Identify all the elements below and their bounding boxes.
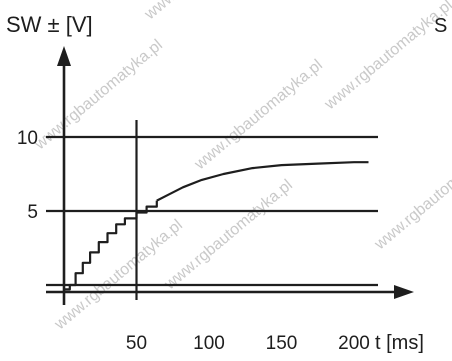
x-axis-label: t [ms] [375,332,424,354]
y-tick-label: 5 [27,202,38,223]
series-layer [64,161,369,291]
watermark-text: www.rgbautomatyka.pl [161,177,296,294]
x-tick-label: 50 [126,333,147,354]
x-tick-label: 200 [338,333,370,354]
watermark-text: www.rgbautomatyka.pl [371,137,452,254]
y-tick-label: 10 [17,128,38,149]
axes [46,46,414,305]
grid-lines [46,120,378,300]
corner-label: S [434,15,447,37]
x-axis-arrowhead [394,285,414,299]
y-axis-arrowhead [57,46,71,66]
y-axis-label: SW ± [V] [6,12,93,37]
x-tick-label: 100 [193,333,225,354]
series-line-2 [156,161,369,202]
x-tick-label: 150 [266,333,298,354]
watermark-text: www.rgbautomatyka.pl [321,0,452,114]
watermark-text: www.rgbautomatyka.pl [51,217,186,334]
watermark-layer: www.rgbautomatyka.plwww.rgbautomatyka.pl… [31,0,452,334]
tick-labels: 5 10 50 100 150 200 [17,128,370,354]
watermark-text: www.rgbautomatyka.pl [191,57,326,174]
watermark-text: www.rgbautomatyka.pl [141,0,276,24]
series-line-1 [64,200,158,291]
